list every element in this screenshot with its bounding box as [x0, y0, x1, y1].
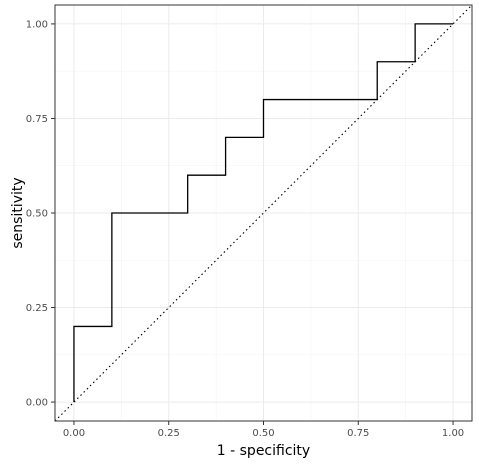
x-tick-label: 0.00 — [63, 428, 85, 439]
data-layer — [54, 4, 473, 422]
reference-diagonal-line — [54, 4, 473, 422]
axes: 0.00 0.25 0.50 0.75 1.00 0.00 0.25 0.50 0.75 1.00 — [26, 19, 464, 439]
x-tick-label: 0.75 — [347, 428, 369, 439]
roc-step-curve — [73, 23, 454, 403]
y-tick-label: 0.00 — [26, 398, 48, 409]
y-tick-label: 0.75 — [26, 114, 48, 125]
y-axis-title: sensitivity — [10, 177, 26, 248]
x-tick-label: 1.00 — [442, 428, 464, 439]
x-axis-title: 1 - specificity — [217, 443, 310, 459]
x-tick-label: 0.25 — [158, 428, 180, 439]
y-tick-label: 1.00 — [26, 19, 48, 30]
y-tick-label: 0.50 — [26, 209, 48, 220]
y-tick-label: 0.25 — [26, 303, 48, 314]
x-tick-label: 0.50 — [252, 428, 274, 439]
